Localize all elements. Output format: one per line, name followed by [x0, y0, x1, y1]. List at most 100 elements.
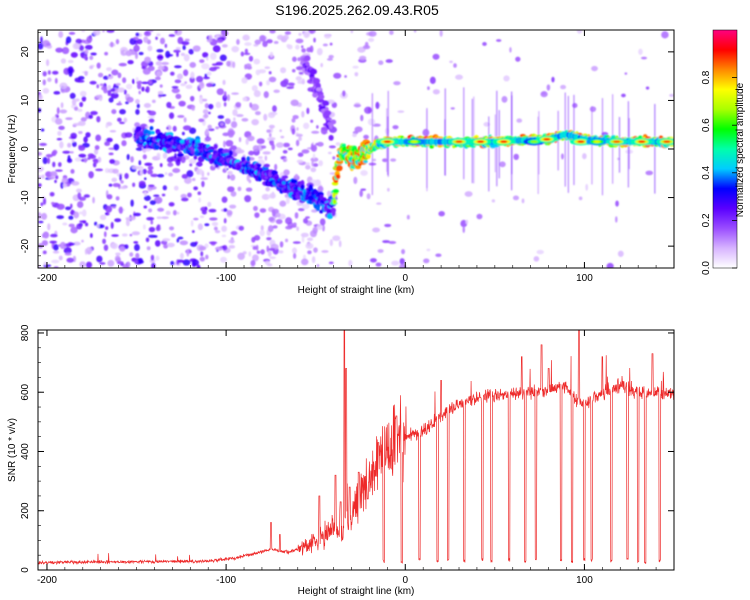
noise-blob: [63, 247, 72, 254]
ridge-blob: [312, 77, 320, 85]
noise-blob: [65, 36, 72, 44]
noise-blob: [317, 185, 324, 193]
noise-blob: [62, 150, 71, 154]
noise-blob: [143, 36, 149, 44]
noise-blob: [208, 103, 214, 110]
noise-blob: [147, 45, 153, 52]
noise-blob: [366, 193, 371, 200]
noise-blob: [159, 163, 163, 168]
noise-blob: [230, 191, 237, 197]
noise-blob: [136, 38, 143, 45]
noise-blob: [122, 263, 129, 268]
noise-blob: [196, 264, 201, 268]
noise-blob: [117, 72, 122, 79]
spectrogram-y-axis: -20 -10 0 10 20: [20, 32, 674, 266]
noise-blob: [332, 156, 336, 160]
ridge-blob: [308, 184, 313, 190]
noise-blob: [243, 52, 251, 56]
noise-blob: [369, 258, 377, 263]
colorbar-scale: [712, 29, 738, 269]
snr-x-axis: -200 -100 0 100: [37, 330, 675, 586]
noise-blob: [189, 163, 193, 167]
noise-blob: [198, 118, 205, 123]
noise-blob: [125, 50, 133, 57]
noise-blob: [83, 194, 91, 198]
noise-blob: [38, 220, 44, 224]
spectrogram-ylabel: Frequency (Hz): [7, 115, 18, 184]
noise-blob: [114, 255, 121, 263]
noise-blob: [76, 188, 82, 193]
noise-blob: [183, 69, 189, 77]
noise-blob: [107, 89, 112, 97]
noise-blob: [96, 115, 101, 123]
noise-blob: [256, 138, 265, 145]
noise-blob: [215, 246, 223, 251]
noise-blob: [53, 90, 61, 95]
noise-blob: [282, 158, 287, 162]
ridge-blob: [153, 144, 160, 150]
noise-blob: [190, 242, 198, 247]
noise-blob: [293, 252, 297, 259]
noise-blob: [310, 167, 317, 173]
noise-blob: [84, 70, 88, 76]
noise-blob: [125, 83, 133, 90]
noise-blob: [60, 181, 64, 189]
x-tick-label: 0: [402, 575, 408, 586]
noise-blob: [89, 65, 94, 70]
noise-blob: [81, 30, 86, 33]
noise-blob: [536, 249, 544, 255]
noise-blob: [275, 218, 283, 225]
ridge-blob: [213, 143, 218, 149]
noise-blob: [209, 217, 218, 221]
noise-blob: [156, 48, 164, 53]
noise-blob: [190, 95, 195, 102]
noise-blob: [512, 195, 520, 201]
noise-blob: [79, 220, 87, 223]
noise-blob: [220, 256, 228, 263]
noise-blob: [47, 176, 55, 180]
noise-blob: [149, 258, 156, 264]
noise-blob: [134, 259, 139, 264]
noise-blob: [96, 62, 101, 69]
noise-blob: [319, 218, 326, 226]
noise-blob: [292, 241, 301, 244]
noise-blob: [114, 218, 122, 223]
noise-blob: [39, 166, 44, 171]
noise-blob: [354, 126, 363, 133]
noise-blob: [144, 162, 153, 167]
noise-blob: [367, 118, 376, 126]
noise-blob: [215, 126, 219, 130]
noise-blob: [202, 109, 209, 115]
noise-blob: [198, 81, 205, 89]
ridge-blob: [228, 150, 233, 156]
noise-blob: [143, 177, 147, 181]
noise-blob: [316, 224, 323, 230]
noise-blob: [206, 39, 213, 43]
noise-blob: [198, 245, 207, 251]
noise-blob: [47, 157, 51, 164]
noise-blob: [269, 111, 278, 116]
noise-blob: [157, 90, 164, 95]
noise-blob: [84, 44, 93, 50]
noise-blob: [147, 30, 154, 33]
noise-blob: [132, 182, 136, 187]
noise-blob: [385, 59, 393, 63]
noise-blob: [222, 79, 226, 85]
y-tick-label: 20: [20, 46, 31, 58]
noise-blob: [161, 193, 166, 197]
noise-blob: [62, 222, 68, 226]
noise-blob: [119, 246, 126, 252]
noise-blob: [181, 197, 189, 202]
noise-blob: [142, 224, 146, 230]
noise-blob: [426, 248, 431, 252]
noise-blob: [312, 163, 319, 167]
peak-core: [543, 137, 551, 141]
spectrogram-texture: [38, 30, 674, 268]
noise-blob: [144, 56, 152, 63]
noise-blob: [256, 250, 261, 254]
noise-blob: [578, 196, 583, 201]
noise-blob: [266, 237, 272, 241]
noise-blob: [280, 67, 287, 74]
noise-blob: [221, 196, 228, 203]
noise-blob: [215, 61, 224, 66]
